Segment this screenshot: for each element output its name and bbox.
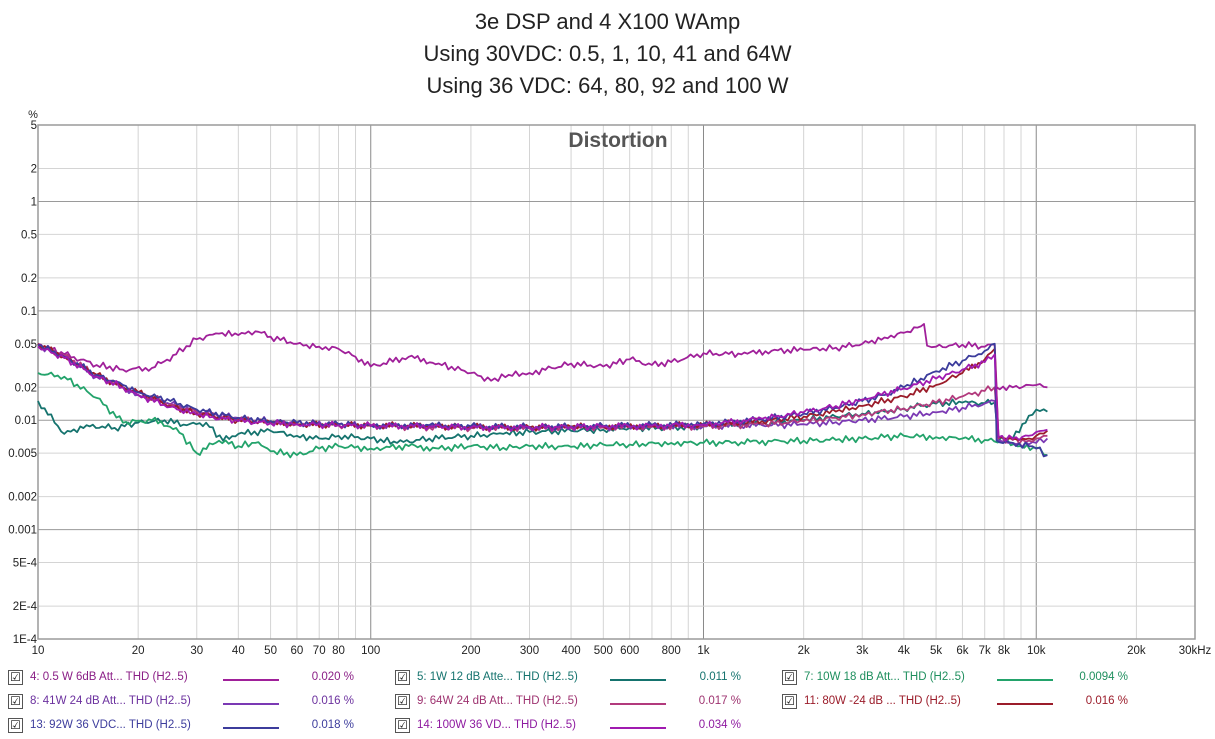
x-tick-label: 20k <box>1127 645 1146 657</box>
y-tick-label: 0.01 <box>15 415 37 427</box>
x-tick-label: 6k <box>956 645 968 657</box>
legend-checkbox[interactable]: ☑ <box>8 694 23 709</box>
x-tick-label: 7k <box>979 645 991 657</box>
x-tick-label: 100 <box>361 645 380 657</box>
legend-checkbox[interactable]: ☑ <box>395 670 410 685</box>
x-tick-label: 4k <box>898 645 910 657</box>
x-tick-label: 30kHz <box>1179 645 1212 657</box>
x-tick-label: 5k <box>930 645 942 657</box>
legend-label: 9: 64W 24 dB Att... THD (H2..5) <box>417 695 578 707</box>
y-tick-label: 0.2 <box>21 273 37 285</box>
legend-checkbox[interactable]: ☑ <box>782 670 797 685</box>
series-line <box>37 343 1048 441</box>
legend-label: 13: 92W 36 VDC... THD (H2..5) <box>30 719 191 731</box>
legend-checkbox[interactable]: ☑ <box>782 694 797 709</box>
legend-value: 0.011 % <box>699 671 741 683</box>
y-tick-label: 0.5 <box>21 229 37 241</box>
legend-value: 0.018 % <box>311 719 354 731</box>
x-tick-label: 600 <box>620 645 639 657</box>
chart-title: 3e DSP and 4 X100 WAmp Using 30VDC: 0.5,… <box>0 6 1215 102</box>
legend-value: 0.020 % <box>311 671 354 683</box>
axis-ticks: 10 20 30 40 50 60 70 80 100 200 300 400 500 600 800 1k 2… <box>8 120 1211 657</box>
x-tick-label: 3k <box>856 645 868 657</box>
y-tick-label: 5 <box>31 120 37 132</box>
legend-swatch <box>610 679 666 681</box>
y-tick-label: 0.001 <box>8 525 37 537</box>
y-unit-label: % <box>28 109 38 121</box>
y-tick-label: 0.002 <box>8 492 37 504</box>
y-tick-label: 2 <box>31 164 37 176</box>
series-line <box>37 346 1048 442</box>
legend-label: 4: 0.5 W 6dB Att... THD (H2..5) <box>30 671 188 683</box>
series-line <box>37 371 1048 459</box>
legend-swatch <box>223 703 279 705</box>
legend-checkbox[interactable]: ☑ <box>395 718 410 733</box>
x-tick-label: 2k <box>798 645 810 657</box>
x-tick-label: 80 <box>332 645 345 657</box>
x-tick-label: 300 <box>520 645 539 657</box>
distortion-chart: Distortion % 10 20 30 40 50 60 70 80 100 200 300 40… <box>8 109 1211 657</box>
x-tick-label: 50 <box>264 645 277 657</box>
plot-title: Distortion <box>568 129 667 152</box>
legend-checkbox[interactable]: ☑ <box>8 670 23 685</box>
y-tick-label: 0.1 <box>21 306 37 318</box>
x-tick-label: 10k <box>1027 645 1046 657</box>
y-tick-label: 1 <box>31 196 37 208</box>
plot-grid <box>37 124 1196 640</box>
legend-value: 0.016 % <box>1085 695 1128 707</box>
x-tick-label: 70 <box>313 645 326 657</box>
legend-checkbox[interactable]: ☑ <box>8 718 23 733</box>
legend-label: 11: 80W -24 dB ... THD (H2..5) <box>804 695 961 707</box>
series-line <box>37 323 1048 391</box>
legend-value: 0.016 % <box>311 695 354 707</box>
legend-value: 0.017 % <box>698 695 741 707</box>
title-line-1: 3e DSP and 4 X100 WAmp <box>474 9 741 34</box>
legend-swatch <box>223 727 279 729</box>
x-tick-label: 200 <box>461 645 480 657</box>
legend-swatch <box>997 703 1053 705</box>
legend-label: 7: 10W 18 dB Att... THD (H2..5) <box>804 671 965 683</box>
y-tick-label: 1E-4 <box>13 634 38 646</box>
series-lines <box>37 323 1049 459</box>
legend-label: 8: 41W 24 dB Att... THD (H2..5) <box>30 695 191 707</box>
y-tick-label: 0.02 <box>15 382 37 394</box>
series-line <box>37 342 1048 458</box>
y-tick-label: 0.005 <box>8 448 37 460</box>
plot-frame <box>37 124 1196 640</box>
x-tick-label: 20 <box>132 645 145 657</box>
legend-swatch <box>223 679 279 681</box>
legend-checkbox[interactable]: ☑ <box>395 694 410 709</box>
x-tick-label: 800 <box>662 645 681 657</box>
x-tick-label: 1k <box>697 645 709 657</box>
y-tick-label: 0.05 <box>15 339 37 351</box>
title-line-3: Using 36 VDC: 64, 80, 92 and 100 W <box>426 73 789 98</box>
legend-swatch <box>610 727 666 729</box>
x-tick-label: 400 <box>561 645 580 657</box>
title-line-2: Using 30VDC: 0.5, 1, 10, 41 and 64W <box>423 41 792 66</box>
legend: ☑ 4: 0.5 W 6dB Att... THD (H2..5) 0.020 … <box>0 664 1215 739</box>
legend-value: 0.0094 % <box>1079 671 1128 683</box>
x-tick-label: 500 <box>594 645 613 657</box>
legend-label: 14: 100W 36 VD... THD (H2..5) <box>417 719 576 731</box>
y-tick-label: 5E-4 <box>13 558 38 570</box>
legend-value: 0.034 % <box>698 719 741 731</box>
legend-swatch <box>997 679 1053 681</box>
x-tick-label: 8k <box>998 645 1010 657</box>
legend-label: 5: 1W 12 dB Atte... THD (H2..5) <box>417 671 578 683</box>
y-tick-label: 2E-4 <box>13 601 38 613</box>
x-tick-label: 30 <box>190 645 203 657</box>
x-tick-label: 10 <box>32 645 45 657</box>
x-tick-label: 40 <box>232 645 245 657</box>
x-tick-label: 60 <box>291 645 304 657</box>
legend-swatch <box>610 703 666 705</box>
